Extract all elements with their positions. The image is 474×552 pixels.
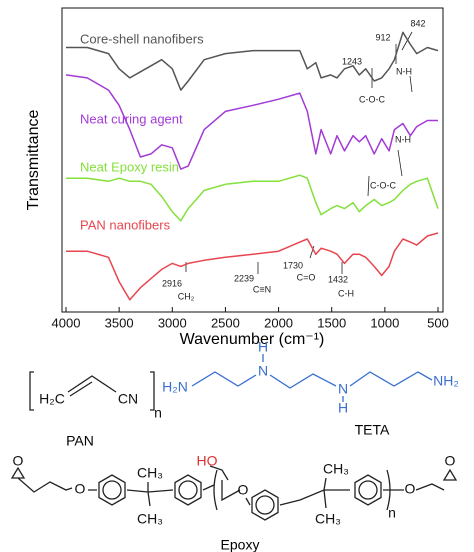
annotation: 2916 [162, 278, 182, 288]
atom-label: H [338, 400, 348, 416]
atom-label: n [154, 405, 162, 421]
atom-label: CH₃ [137, 465, 163, 481]
benzene-ring [98, 474, 126, 506]
annotation: 842 [410, 18, 425, 28]
atom-label: O [75, 481, 86, 497]
annotation: 1243 [342, 56, 362, 66]
series-label: Neat Epoxy resin [80, 159, 179, 174]
y-axis-title: Transmittance [25, 110, 42, 211]
series-label: Neat curing agent [80, 111, 183, 126]
x-tick-label: 3000 [158, 315, 187, 330]
series-label: Core-shell nanofibers [80, 31, 204, 46]
aromatic-circle [358, 480, 378, 500]
atom-label: O [13, 453, 24, 469]
series-label: PAN nanofibers [80, 217, 171, 232]
epoxy-structure [10, 465, 458, 511]
annotation-arrows [185, 31, 413, 274]
atom-label: CH₃ [315, 511, 341, 527]
aromatic-circle [178, 480, 198, 500]
annotation: N-H [395, 134, 411, 144]
plot-frame [61, 7, 444, 313]
annotation: 1432 [328, 274, 348, 284]
annotation: 912 [375, 32, 390, 42]
atom-label: CH₃ [323, 461, 349, 477]
atom-label: O [238, 482, 249, 498]
atom-label: n [388, 505, 396, 521]
benzene-ring [174, 474, 202, 506]
annotation: 1730 [283, 260, 303, 270]
structure-label: Epoxy [221, 537, 260, 552]
atom-label: CH₃ [137, 511, 163, 527]
spectrum-line [66, 232, 439, 301]
atom-label: H₂C [39, 391, 65, 407]
spectrum-line [65, 74, 438, 170]
x-tick-label: 2000 [264, 315, 293, 330]
atom-label: O [445, 453, 456, 469]
atom-label: H₂N [162, 379, 188, 395]
atom-label: NH₂ [433, 373, 459, 389]
structure-label: PAN [66, 433, 94, 449]
annotation: N-H [396, 66, 412, 76]
atom-label: H [258, 339, 268, 355]
x-tick-label: 500 [427, 315, 449, 330]
x-tick-label: 1500 [317, 315, 346, 330]
teta-structure [191, 354, 433, 402]
annotation: CH₂ [178, 291, 195, 301]
x-tick-label: 1000 [370, 315, 399, 330]
atom-label: HO [197, 453, 218, 469]
aromatic-circle [102, 480, 122, 500]
spectrum-line [66, 174, 439, 222]
atom-label: CN [118, 391, 138, 407]
atom-label: N [338, 381, 348, 397]
spectrum-line [66, 31, 439, 91]
annotation: C-H [338, 288, 354, 298]
benzene-ring [354, 474, 382, 506]
atom-label: N [258, 363, 268, 379]
benzene-ring [251, 489, 279, 521]
aromatic-circle [255, 495, 275, 515]
x-tick-label: 3500 [105, 315, 134, 330]
atom-label: O [405, 481, 416, 497]
annotation: 2239 [234, 273, 254, 283]
annotation: C-O-C [370, 180, 396, 190]
x-axis-title: Wavenumber (cm⁻¹) [180, 331, 325, 348]
annotation: C-O-C [359, 94, 385, 104]
x-tick-label: 2500 [211, 315, 240, 330]
x-tick-label: 4000 [52, 315, 81, 330]
structure-label: TETA [355, 422, 390, 438]
pan-structure [29, 371, 155, 411]
annotation: C≡N [253, 284, 271, 294]
annotation: C=O [297, 272, 316, 282]
